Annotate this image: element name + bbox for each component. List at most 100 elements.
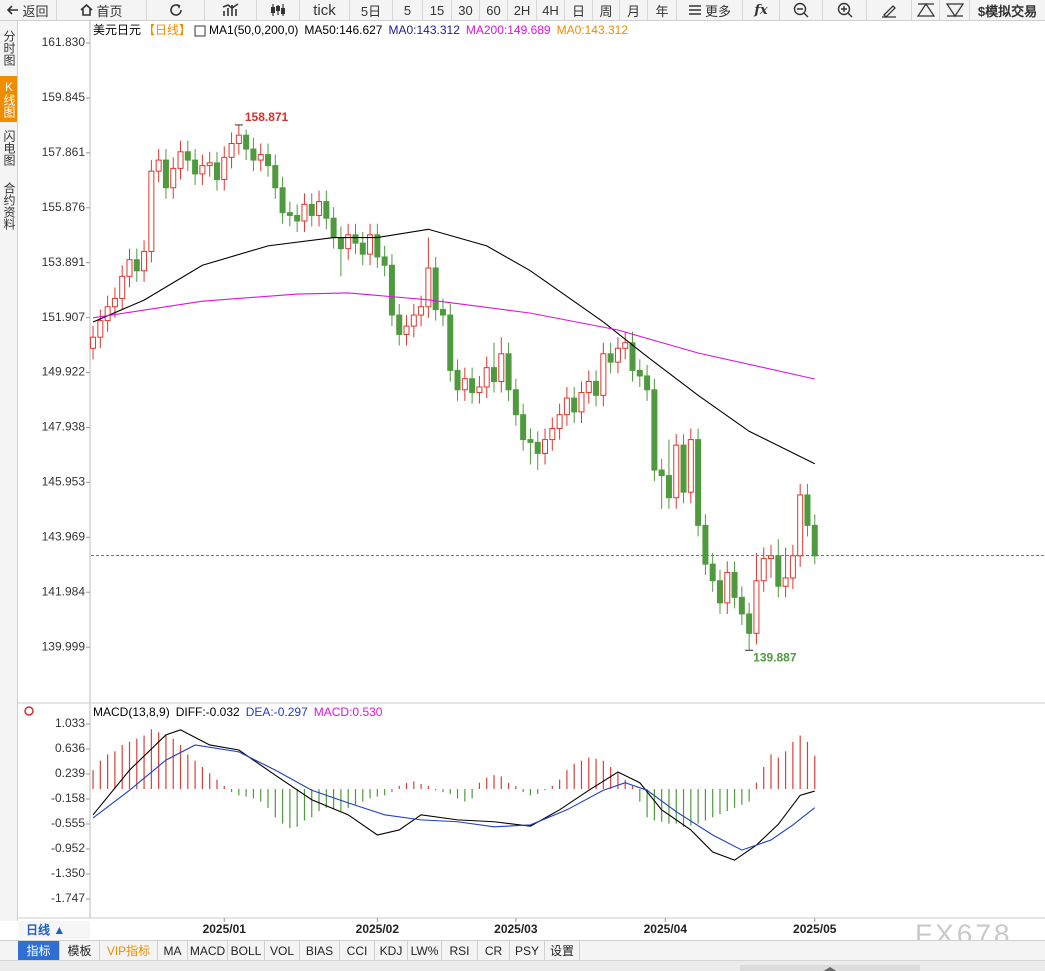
- home-label: 首页: [96, 3, 123, 19]
- indicator-tab[interactable]: 指标: [18, 941, 60, 960]
- candle-body: [155, 159, 162, 172]
- toolbar: 返回 首页 tick 5日 5 15 30 60 2H 4H 日 周 月 年 更…: [0, 0, 1045, 21]
- candle-body: [680, 444, 687, 493]
- indicator-tab[interactable]: CR: [478, 941, 510, 960]
- candle-body: [454, 369, 461, 391]
- candle-body: [768, 555, 775, 560]
- candle-body: [126, 259, 133, 277]
- side-tab-active[interactable]: K线图: [0, 76, 17, 122]
- candle-body: [418, 306, 425, 316]
- candle-body: [578, 392, 585, 413]
- candle-button[interactable]: [257, 0, 300, 20]
- more-label: 更多: [704, 3, 731, 19]
- scrollbar[interactable]: [0, 960, 1045, 971]
- indicator-tab[interactable]: VOL: [265, 941, 300, 960]
- period-button[interactable]: 15: [423, 0, 452, 20]
- indicator-tab[interactable]: CCI: [340, 941, 375, 960]
- home-icon: [80, 4, 94, 16]
- candle-body: [213, 162, 220, 180]
- candle-body: [184, 151, 191, 161]
- refresh-button[interactable]: [147, 0, 205, 20]
- y-tick-label: 141.984: [42, 584, 86, 598]
- candle-body: [644, 375, 651, 391]
- legend-entry: MA200:149.689: [466, 23, 551, 37]
- period-button[interactable]: 5日: [350, 0, 393, 20]
- candle-body: [279, 187, 286, 214]
- period-button[interactable]: 日: [565, 0, 593, 20]
- indicator-tab[interactable]: VIP指标: [100, 941, 158, 960]
- candle-icon: [271, 4, 285, 16]
- candle-body: [410, 314, 417, 327]
- formula-button[interactable]: fx: [743, 0, 780, 20]
- down-button[interactable]: [940, 0, 970, 20]
- more-button[interactable]: 更多: [677, 0, 743, 20]
- candle-body: [374, 234, 381, 258]
- period-label-bg: [18, 921, 90, 939]
- indicator-tab[interactable]: BIAS: [300, 941, 340, 960]
- y-tick-label: -0.555: [51, 816, 85, 830]
- y-tick-label: 0.636: [55, 741, 85, 755]
- indicator-tab[interactable]: KDJ: [375, 941, 408, 960]
- candle-body: [337, 237, 344, 250]
- y-tick-label: 157.861: [42, 145, 86, 159]
- indicator-tab[interactable]: 模板: [60, 941, 100, 960]
- candle-body: [316, 201, 323, 216]
- menu-icon: [688, 5, 701, 15]
- zoom-in-button[interactable]: [823, 0, 867, 20]
- back-icon: [7, 5, 19, 15]
- candle-body: [622, 342, 629, 349]
- sim-trade-button[interactable]: $模拟交易: [977, 3, 1038, 19]
- indicator-tab[interactable]: MA: [158, 941, 188, 960]
- legend-entry: MA0:143.312: [388, 23, 460, 37]
- candle-body: [811, 524, 818, 557]
- side-tab[interactable]: 分时图: [2, 30, 16, 66]
- candle-body: [789, 555, 796, 579]
- period-button[interactable]: 年: [648, 0, 677, 20]
- side-tab[interactable]: 闪电图: [2, 130, 16, 166]
- period-button[interactable]: 周: [593, 0, 620, 20]
- side-tab[interactable]: 合约资料: [2, 182, 16, 230]
- indicator-tab[interactable]: MACD: [188, 941, 228, 960]
- legend-entry: DIFF:-0.032: [176, 705, 240, 719]
- period-button[interactable]: 月: [620, 0, 648, 20]
- settings-icon: [24, 706, 34, 716]
- candle-body: [527, 439, 534, 443]
- candle-body: [585, 380, 592, 394]
- zoom-out-button[interactable]: [780, 0, 823, 20]
- period-button[interactable]: 4H: [537, 0, 565, 20]
- legend-entry: DEA:-0.297: [246, 705, 308, 719]
- y-tick-label: 139.999: [42, 639, 86, 653]
- candle-body: [352, 234, 359, 244]
- candle-body: [396, 314, 403, 335]
- period-button[interactable]: tick: [300, 0, 350, 20]
- indicator-tab[interactable]: RSI: [442, 941, 478, 960]
- period-button[interactable]: 60: [480, 0, 508, 20]
- y-tick-label: 149.922: [42, 365, 86, 379]
- period-button[interactable]: 30: [452, 0, 480, 20]
- home-button[interactable]: 首页: [57, 0, 147, 20]
- indicator-tab[interactable]: LW%: [408, 941, 442, 960]
- draw-button[interactable]: [867, 0, 912, 20]
- period-button[interactable]: 5: [393, 0, 423, 20]
- up-button[interactable]: [912, 0, 940, 20]
- candle-body: [308, 203, 315, 216]
- period-button[interactable]: 2H: [508, 0, 537, 20]
- candle-body: [381, 256, 388, 266]
- candle-body: [804, 494, 811, 526]
- indicator-tab[interactable]: PSY: [510, 941, 545, 960]
- back-button[interactable]: 返回: [0, 0, 57, 20]
- indicator-line: [92, 744, 816, 851]
- indicator-line: [92, 228, 815, 465]
- chart-type-button[interactable]: [205, 0, 257, 20]
- candle-body: [629, 342, 636, 371]
- candle-body: [199, 165, 206, 175]
- x-tick-label: 2025/05: [793, 922, 837, 936]
- candle-body: [90, 336, 97, 349]
- candle-body: [272, 165, 279, 189]
- indicator-tab[interactable]: BOLL: [228, 941, 265, 960]
- y-tick-label: -1.350: [51, 866, 85, 880]
- indicator-tab[interactable]: 设置: [545, 941, 580, 960]
- candle-body: [731, 571, 738, 598]
- candle-body: [505, 353, 512, 391]
- candle-body: [469, 378, 476, 394]
